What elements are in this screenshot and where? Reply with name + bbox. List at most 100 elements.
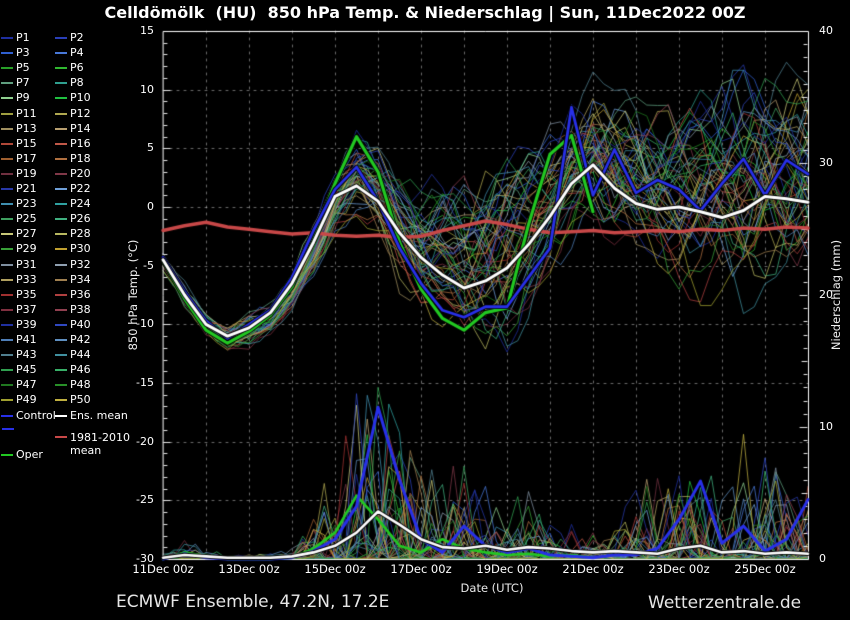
legend-member-label: P35 [16,287,37,301]
member-color-swatch [55,308,67,311]
legend-entry-member: P16 [55,137,91,150]
y-tick-label-right: 0 [819,552,826,565]
legend-member-label: P14 [70,121,91,135]
member-color-swatch [55,97,67,100]
y-tick-label-right: 40 [819,24,833,37]
legend-entry-member: P49 [1,393,37,406]
legend-member-label: P42 [70,333,91,346]
member-color-swatch [55,369,67,372]
y-tick-label-left: 15 [140,24,154,37]
member-color-swatch [55,142,67,145]
y-tick-label-left: 5 [147,141,154,155]
legend-member-label: P6 [70,61,84,75]
legend-member-label: P9 [16,91,30,105]
legend-entry-member: P41 [1,333,37,346]
legend-member-label: P22 [70,182,91,195]
member-color-swatch [55,127,67,130]
climate-mean-color-swatch [55,436,67,438]
x-tick-label: 21Dec 00z [562,562,624,576]
x-tick-label: 19Dec 00z [476,562,538,576]
member-color-swatch [55,218,67,221]
legend-member-label: P40 [70,317,91,331]
legend-member-label: P30 [70,242,91,256]
legend-entry-member: P26 [55,212,91,225]
member-color-swatch [55,339,67,341]
legend-entry-member: P15 [1,137,37,150]
legend-member-label: P32 [70,257,91,271]
legend-label-ens-mean: Ens. mean [70,409,128,422]
legend-member-label: P31 [16,257,37,271]
legend-member-label: P19 [16,166,37,180]
legend-entry-control: Control [1,409,56,422]
legend-entry-member: P1 [1,31,30,44]
legend-entry-member: P22 [55,182,91,195]
legend-member-label: P20 [70,166,91,180]
x-tick-label: 23Dec 00z [648,562,710,576]
legend-entry-member: P35 [1,288,37,301]
member-color-swatch [55,233,67,236]
legend-entry-member: P38 [55,303,91,316]
legend-member-label: P1 [16,31,30,44]
member-color-swatch [1,339,13,341]
legend-member-label: P25 [16,212,37,226]
member-color-swatch [1,369,13,372]
legend-entry-member: P28 [55,227,91,240]
legend-member-label: P50 [70,393,91,407]
legend-entry-member: P3 [1,46,30,59]
legend-member-label: P34 [70,272,91,286]
member-color-swatch [55,248,67,251]
legend-entry-member: P11 [1,107,37,120]
x-tick-label: 15Dec 00z [304,562,366,576]
legend-entry-ens-mean: Ens. mean [55,409,128,422]
legend-member-label: P15 [16,136,37,150]
legend-entry-member: P40 [55,318,91,331]
legend-entry-member: P47 [1,378,37,391]
y-tick-label-right: 30 [819,156,833,169]
ens-mean-color-swatch [55,415,67,417]
legend-member-label: P10 [70,91,91,105]
y-tick-label-left: -5 [143,258,154,272]
legend-entry-member: P24 [55,197,91,210]
legend-label-climate: 1981-2010 mean [70,431,130,457]
y-tick-label-left: -20 [136,434,154,448]
legend-member-label: P48 [70,378,91,392]
legend-label-oper: Oper [16,448,43,461]
member-color-swatch [1,263,13,266]
legend-member-label: P2 [70,31,84,44]
y-axis-title-left: 850 hPa Temp. (°C) [126,239,140,351]
legend-member-label: P5 [16,61,30,75]
legend-entry-member: P19 [1,167,37,180]
legend-entry-member: P29 [1,242,37,255]
member-color-swatch [55,112,67,115]
legend-entry-member: P10 [55,91,91,104]
legend-member-label: P47 [16,378,37,392]
member-color-swatch [1,188,13,190]
legend-member-label: P4 [70,46,84,60]
member-color-swatch [1,172,13,175]
legend-member-label: P23 [16,197,37,211]
member-color-swatch [1,293,13,296]
member-color-swatch [55,188,67,190]
legend-entry-member: P44 [55,348,91,361]
ensemble-legend: Control Ens. mean 1981-2010 mean Oper P1… [1,31,133,591]
member-color-swatch [1,37,13,39]
legend-entry-member: P12 [55,107,91,120]
legend-entry-climate: 1981-2010 mean [55,431,131,457]
y-tick-label-left: -25 [136,493,154,507]
member-color-swatch [55,203,67,206]
member-color-swatch [55,399,67,402]
member-color-swatch [55,37,67,39]
legend-member-label: P21 [16,182,37,195]
legend-entry-member: P39 [1,318,37,331]
member-color-swatch [1,157,13,160]
legend-entry-member: P8 [55,76,84,89]
member-color-swatch [1,142,13,145]
legend-entry-member: P46 [55,363,91,376]
legend-member-label: P28 [70,227,91,241]
x-tick-label: 25Dec 00z [734,562,796,576]
member-color-swatch [55,384,67,387]
member-color-swatch [55,157,67,160]
x-tick-label: 13Dec 00z [218,562,280,576]
